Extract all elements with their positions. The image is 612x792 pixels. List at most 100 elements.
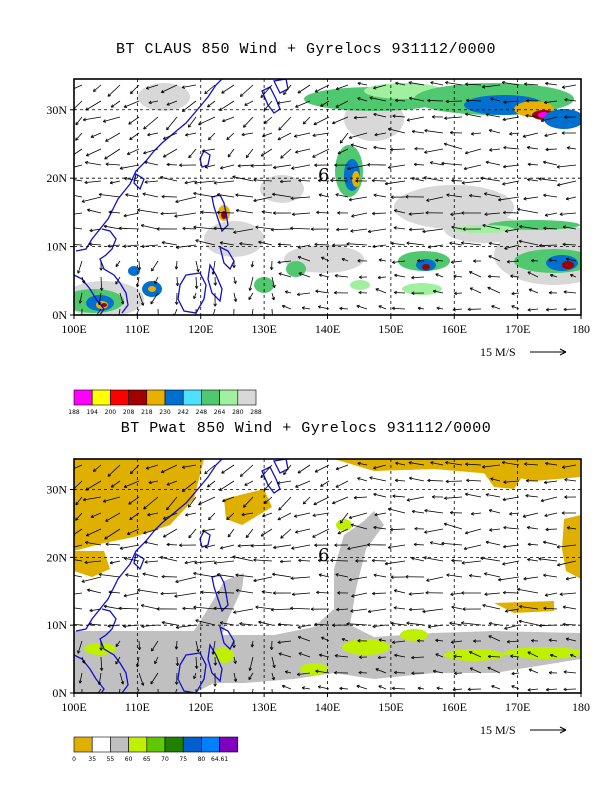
lat-label: 20N [46, 550, 67, 564]
convection-blob [352, 171, 360, 187]
pwat-high-region [342, 639, 390, 655]
lon-label: 180 [572, 700, 590, 714]
lon-label: 150E [378, 700, 403, 714]
lat-label: 30N [46, 483, 67, 497]
lon-label: 130E [251, 322, 276, 336]
storm-symbol: 6 [318, 165, 329, 186]
convection-blob [148, 286, 156, 292]
colorbar-label: 200 [105, 409, 117, 416]
colorbar-label: 55 [107, 756, 115, 763]
coastline [211, 574, 229, 613]
colorbar-label: 65 [143, 756, 151, 763]
lat-label: 10N [46, 618, 67, 632]
colorbar-swatch [201, 389, 220, 406]
coastline [219, 245, 235, 271]
lon-label: 170E [505, 700, 530, 714]
lon-label: 120E [188, 322, 213, 336]
convection-blob [101, 303, 107, 307]
cloud-shade [260, 175, 304, 203]
cloud-shade [204, 221, 264, 257]
pwat-high-region [300, 663, 328, 675]
coastline [75, 79, 223, 252]
coastline [207, 263, 223, 303]
lon-label: 180 [572, 322, 590, 336]
colorbar-label: 188 [68, 409, 80, 416]
ref-vector-label: 15 M/S [480, 345, 516, 359]
colorbar-swatch [128, 736, 148, 753]
convection-blob [454, 225, 514, 233]
coastline [99, 228, 129, 314]
pwat-low-region [74, 459, 204, 551]
colorbar-label: 194 [86, 409, 98, 416]
colorbar-swatch [146, 736, 166, 753]
wind-vectors [74, 80, 577, 315]
lon-label: 160E [442, 322, 467, 336]
colorbar-swatch [219, 389, 239, 406]
pwat-low-region [224, 489, 272, 525]
colorbar-label: 64.61 [211, 756, 228, 763]
lat-label: 0N [52, 686, 67, 700]
coastline [219, 625, 235, 651]
pwat-high-region [336, 519, 352, 531]
colorbar-label: 280 [232, 409, 244, 416]
lon-label: 160E [442, 700, 467, 714]
colorbar-label: 242 [177, 409, 189, 416]
colorbar-label: 264 [214, 409, 226, 416]
colorbar-label: 35 [88, 756, 96, 763]
lat-label: 0N [52, 308, 67, 322]
lat-label: 20N [46, 171, 67, 185]
convection-blob [546, 255, 578, 271]
lon-label: 170E [505, 322, 530, 336]
lon-label: 140E [315, 322, 340, 336]
coastline [207, 643, 223, 683]
colorbar-swatch [73, 736, 93, 753]
colorbar-swatch [164, 389, 184, 406]
colorbar-swatch [164, 736, 184, 753]
lon-label: 130E [251, 700, 276, 714]
coastline [99, 608, 129, 693]
colorbar-swatch [237, 389, 257, 406]
lon-label: 110E [125, 700, 150, 714]
pwat-high-region [400, 629, 428, 641]
colorbar-label: 248 [196, 409, 208, 416]
coastline [211, 194, 229, 233]
panel1-title: BT CLAUS 850 Wind + Gyrelocs 931112/0000 [115, 41, 497, 58]
colorbar-swatch [91, 389, 111, 406]
colorbar-swatch [201, 736, 220, 753]
coastline [177, 652, 207, 693]
lat-label: 10N [46, 240, 67, 254]
ref-vector-label: 15 M/S [480, 723, 516, 737]
lon-label: 150E [378, 322, 403, 336]
colorbar-swatch [110, 389, 129, 406]
coastline [75, 459, 223, 632]
colorbar-2: 0 35 55 60 65 70 75 80 64.61 [72, 736, 239, 763]
colorbar-label: 80 [198, 756, 206, 763]
pwat-high-region [444, 649, 504, 661]
coastline [74, 654, 105, 693]
lon-label: 120E [188, 700, 213, 714]
colorbar-swatch [182, 389, 202, 406]
colorbar-label: 60 [125, 756, 133, 763]
colorbar-swatch [182, 736, 202, 753]
convection-blob [544, 109, 581, 129]
colorbar-swatch [73, 389, 93, 406]
colorbar-swatch [146, 389, 166, 406]
colorbar-label: 75 [179, 756, 187, 763]
convection-blob [402, 283, 442, 295]
lat-label: 30N [46, 103, 67, 117]
colorbar-label: 0 [72, 756, 76, 763]
graticule [74, 459, 581, 693]
colorbar-label: 230 [159, 409, 171, 416]
pwat-high-region [214, 647, 234, 663]
graticule [74, 79, 581, 315]
lon-label: 140E [315, 700, 340, 714]
colorbar-label: 70 [161, 756, 169, 763]
colorbar-label: 288 [250, 409, 262, 416]
convection-blob [350, 280, 370, 290]
colorbar-swatch [91, 736, 111, 753]
colorbar-label: 218 [141, 409, 153, 416]
colorbar-swatch [110, 736, 129, 753]
